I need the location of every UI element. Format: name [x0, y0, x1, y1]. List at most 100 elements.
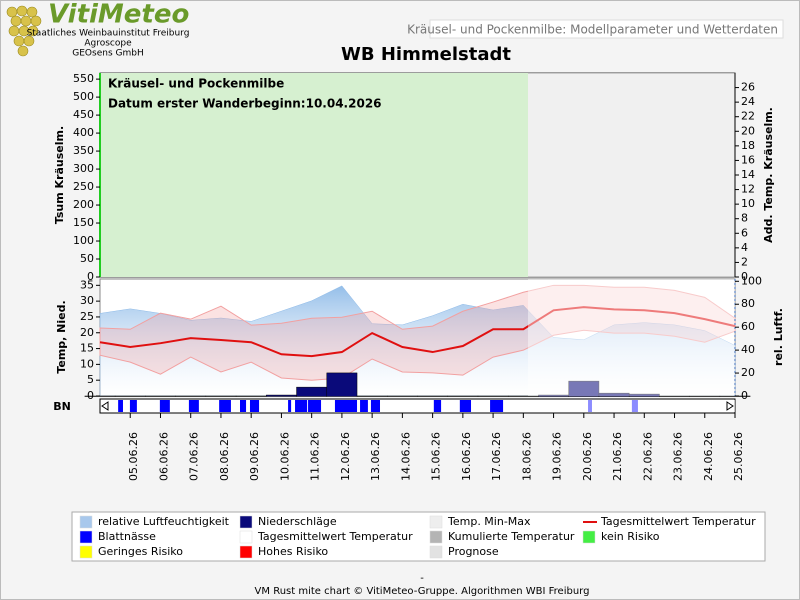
precipitation-bar	[447, 395, 479, 397]
legend: relative Luftfeuchtigkeit Niederschläge Te…	[79, 515, 756, 559]
legend-label: Kumulierte Temperatur	[448, 530, 575, 543]
y2-tick-label: 24	[741, 95, 755, 108]
tab-label[interactable]: Kräusel- und Pockenmilbe: Modellparamete…	[407, 23, 778, 37]
y2-tick-label: 10	[741, 197, 755, 210]
x-tick-label: 18.06.26	[520, 432, 533, 481]
y2-axis-title: rel. Luftf.	[772, 308, 785, 366]
legend-swatch	[79, 515, 93, 529]
logo-text: VitiMeteo	[48, 0, 189, 30]
forecast-shade	[528, 400, 735, 412]
footer-credit: VM Rust mite chart © VitiMeteo-Gruppe. A…	[255, 586, 590, 597]
x-tick-label: 06.06.26	[157, 432, 170, 481]
x-tick-label: 15.06.26	[430, 432, 443, 481]
legend-swatch	[429, 530, 443, 544]
y2-tick-label: 4	[741, 241, 748, 254]
leaf-wetness-block	[490, 400, 504, 412]
precipitation-bar	[689, 395, 721, 397]
y-tick-label: 400	[73, 126, 94, 139]
x-tick-label: 08.06.26	[218, 432, 231, 481]
y-tick-label: 550	[73, 72, 94, 85]
forecast-shade	[528, 279, 735, 396]
scroll-arrows[interactable]	[101, 401, 734, 411]
y2-tick-label: 20	[741, 366, 755, 379]
marks	[84, 284, 751, 412]
y2-tick-label: 6	[741, 226, 748, 239]
precipitation-bar	[296, 386, 328, 397]
y2-tick-label: 20	[741, 124, 755, 137]
y-tick-label: 450	[73, 108, 94, 121]
precipitation-bar	[507, 395, 539, 397]
humidity-area	[99, 285, 736, 397]
y2-tick-label: 18	[741, 139, 755, 152]
chart-title: WB Himmelstadt	[341, 44, 511, 65]
y2-tick-label: 0	[741, 389, 748, 402]
y2-tick-label: 100	[741, 274, 762, 287]
y2-tick-label: 8	[741, 212, 748, 225]
x-tick-label: 10.06.26	[278, 432, 291, 481]
legend-label: Niederschläge	[258, 515, 337, 528]
x-tick-label: 19.06.26	[551, 432, 564, 481]
legend-label: relative Luftfeuchtigkeit	[98, 515, 230, 528]
legend-label: Temp. Min-Max	[447, 515, 531, 528]
leaf-wetness-block	[240, 400, 247, 412]
x-tick-label: 11.06.26	[309, 432, 322, 481]
leaf-wetness-block	[159, 400, 170, 412]
legend-swatch	[429, 515, 443, 529]
y-tick-label: 300	[73, 162, 94, 175]
y-tick-label: 0	[87, 389, 94, 402]
bn-label: BN	[53, 400, 71, 413]
precipitation-bar	[205, 395, 237, 397]
y2-tick-label: 22	[741, 110, 755, 123]
y-tick-label: 350	[73, 144, 94, 157]
y2-tick-label: 12	[741, 183, 755, 196]
leaf-wetness-block	[433, 400, 442, 412]
legend-label: Tagesmittelwert Temperatur	[600, 515, 756, 528]
y-tick-label: 5	[87, 373, 94, 386]
leaf-wetness-block	[249, 400, 260, 412]
precipitation-bar	[387, 395, 418, 397]
legend-swatch	[582, 530, 596, 544]
y-tick-label: 200	[73, 198, 94, 211]
legend-label: Prognose	[448, 545, 499, 558]
legend-swatch	[239, 515, 253, 529]
y2-axis-title: Add. Temp. Kräuselm.	[762, 107, 775, 243]
x-tick-label: 12.06.26	[339, 432, 352, 481]
annotation: Datum erster Wanderbeginn:10.04.2026	[108, 97, 382, 111]
y-tick-label: 30	[80, 294, 94, 307]
no-risk-period	[100, 73, 528, 277]
x-tick-label: 21.06.26	[611, 432, 624, 481]
y2-tick-label: 26	[741, 81, 755, 94]
x-tick-label: 23.06.26	[672, 432, 685, 481]
y-tick-label: 35	[80, 278, 94, 291]
leaf-wetness-block	[188, 400, 199, 412]
x-tick-label: 22.06.26	[641, 432, 654, 481]
footer-dash: -	[420, 573, 424, 584]
legend-label: Geringes Risiko	[98, 545, 183, 558]
leaf-wetness-block	[288, 400, 292, 412]
precipitation-bar	[628, 393, 660, 397]
forecast-shade	[528, 73, 735, 277]
tab[interactable]	[429, 19, 784, 39]
precipitation-bar	[568, 380, 600, 397]
precipitation-bar	[356, 395, 388, 397]
x-tick-label: 07.06.26	[188, 432, 201, 481]
legend-label: Tagesmittelwert Temperatur	[257, 530, 413, 543]
legend-swatch	[79, 545, 93, 559]
y2-tick-label: 2	[741, 255, 748, 268]
x-tick-label: 17.06.26	[490, 432, 503, 481]
precipitation-bar	[175, 395, 207, 397]
x-tick-label: 05.06.26	[127, 432, 140, 481]
legend-swatch	[79, 530, 93, 544]
legend-box	[71, 511, 766, 562]
y2-tick-label: 60	[741, 320, 755, 333]
y2-tick-label: 0	[741, 270, 748, 283]
y2-tick-label: 40	[741, 343, 755, 356]
y-tick-label: 100	[73, 234, 94, 247]
precipitation-bar	[326, 372, 358, 397]
leaf-wetness-block	[459, 400, 472, 412]
leaf-wetness-block	[118, 400, 123, 412]
precipitation-bar	[114, 395, 146, 397]
x-tick-label: 24.06.26	[702, 432, 715, 481]
